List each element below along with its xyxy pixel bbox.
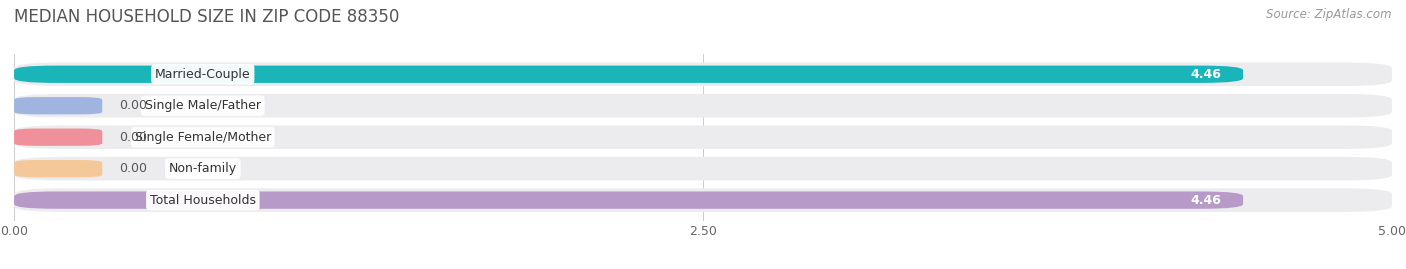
FancyBboxPatch shape <box>14 97 103 114</box>
Text: Single Male/Father: Single Male/Father <box>145 99 262 112</box>
Text: MEDIAN HOUSEHOLD SIZE IN ZIP CODE 88350: MEDIAN HOUSEHOLD SIZE IN ZIP CODE 88350 <box>14 8 399 26</box>
Text: 0.00: 0.00 <box>118 162 146 175</box>
Text: Single Female/Mother: Single Female/Mother <box>135 131 271 144</box>
Text: Source: ZipAtlas.com: Source: ZipAtlas.com <box>1267 8 1392 21</box>
Text: 4.46: 4.46 <box>1191 68 1220 81</box>
Text: Non-family: Non-family <box>169 162 236 175</box>
FancyBboxPatch shape <box>14 160 103 177</box>
FancyBboxPatch shape <box>14 192 1243 209</box>
Text: Married-Couple: Married-Couple <box>155 68 250 81</box>
Text: Total Households: Total Households <box>150 194 256 207</box>
FancyBboxPatch shape <box>14 129 103 146</box>
FancyBboxPatch shape <box>14 62 1392 86</box>
FancyBboxPatch shape <box>14 66 1243 83</box>
FancyBboxPatch shape <box>14 125 1392 149</box>
Text: 0.00: 0.00 <box>118 99 146 112</box>
FancyBboxPatch shape <box>14 157 1392 180</box>
FancyBboxPatch shape <box>14 188 1392 212</box>
FancyBboxPatch shape <box>14 94 1392 118</box>
Text: 4.46: 4.46 <box>1191 194 1220 207</box>
Text: 0.00: 0.00 <box>118 131 146 144</box>
